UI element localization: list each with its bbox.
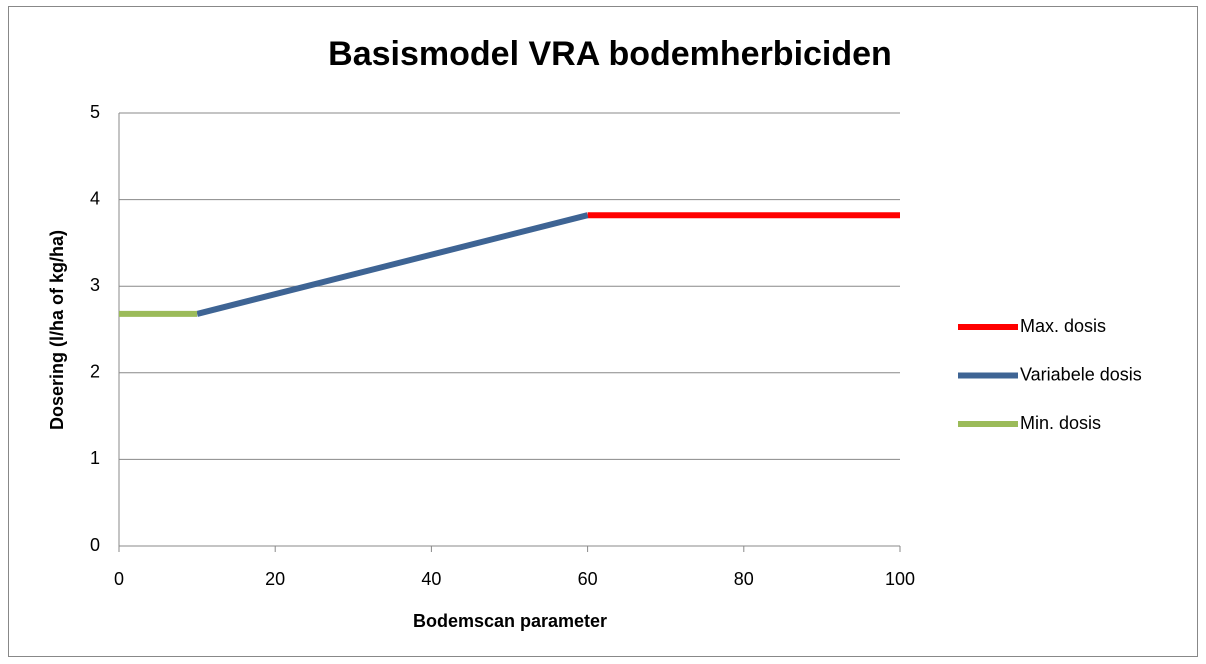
x-tick-label: 40 [421,569,441,589]
chart-frame [8,6,1198,657]
y-axis-title: Dosering (l/ha of kg/ha) [47,230,67,430]
y-tick-label: 1 [90,448,100,468]
y-tick-label: 3 [90,275,100,295]
x-tick-label: 60 [578,569,598,589]
legend-label: Variabele dosis [1020,364,1142,384]
y-tick-label: 4 [90,188,100,208]
y-tick-label: 0 [90,535,100,555]
y-tick-label: 5 [90,102,100,122]
y-tick-label: 2 [90,362,100,382]
series-line [196,212,589,317]
x-tick-label: 100 [885,569,915,589]
x-axis-title: Bodemscan parameter [413,611,607,631]
chart-title: Basismodel VRA bodemherbiciden [328,35,892,73]
legend-label: Min. dosis [1020,413,1101,433]
x-tick-label: 20 [265,569,285,589]
legend-label: Max. dosis [1020,316,1106,336]
x-tick-label: 0 [114,569,124,589]
x-tick-label: 80 [734,569,754,589]
